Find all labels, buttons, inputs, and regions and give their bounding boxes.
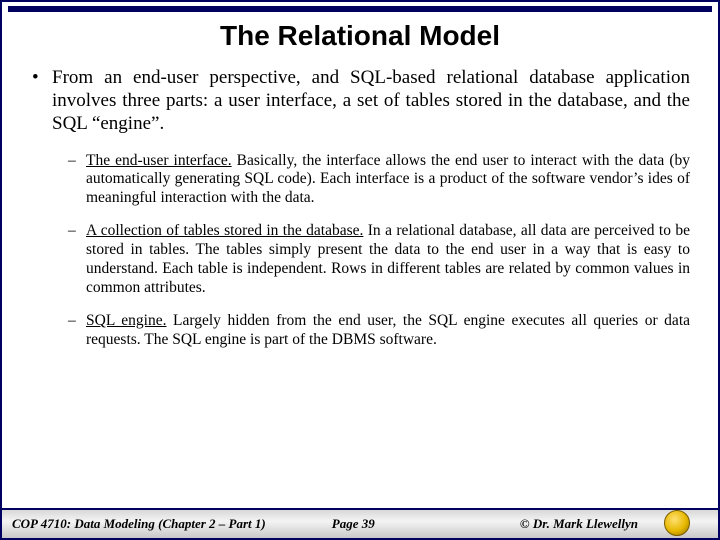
sub-bullet-text: SQL engine. Largely hidden from the end … [86,312,690,350]
sub-bullet-rest: Largely hidden from the end user, the SQ… [86,312,690,348]
dash-icon: – [68,152,86,209]
sub-bullet: – The end-user interface. Basically, the… [68,152,690,209]
sub-bullet-text: The end-user interface. Basically, the i… [86,152,690,209]
bullet-dot-icon: • [30,66,52,136]
slide-content: • From an end-user perspective, and SQL-… [2,66,718,350]
sub-bullet: – A collection of tables stored in the d… [68,222,690,298]
sub-bullet-list: – The end-user interface. Basically, the… [30,152,690,350]
slide-title: The Relational Model [2,20,718,52]
slide-frame: The Relational Model • From an end-user … [0,0,720,540]
dash-icon: – [68,312,86,350]
slide-footer: COP 4710: Data Modeling (Chapter 2 – Par… [2,508,718,538]
title-bar [8,6,712,12]
sub-bullet: – SQL engine. Largely hidden from the en… [68,312,690,350]
dash-icon: – [68,222,86,298]
main-bullet: • From an end-user perspective, and SQL-… [30,66,690,136]
sub-bullet-lead: SQL engine. [86,312,166,329]
sub-bullet-lead: A collection of tables stored in the dat… [86,222,363,239]
footer-course: COP 4710: Data Modeling (Chapter 2 – Par… [12,516,332,532]
main-bullet-text: From an end-user perspective, and SQL-ba… [52,66,690,136]
sub-bullet-lead: The end-user interface. [86,152,232,169]
sub-bullet-text: A collection of tables stored in the dat… [86,222,690,298]
university-seal-icon [664,510,690,536]
footer-page: Page 39 [332,516,520,532]
